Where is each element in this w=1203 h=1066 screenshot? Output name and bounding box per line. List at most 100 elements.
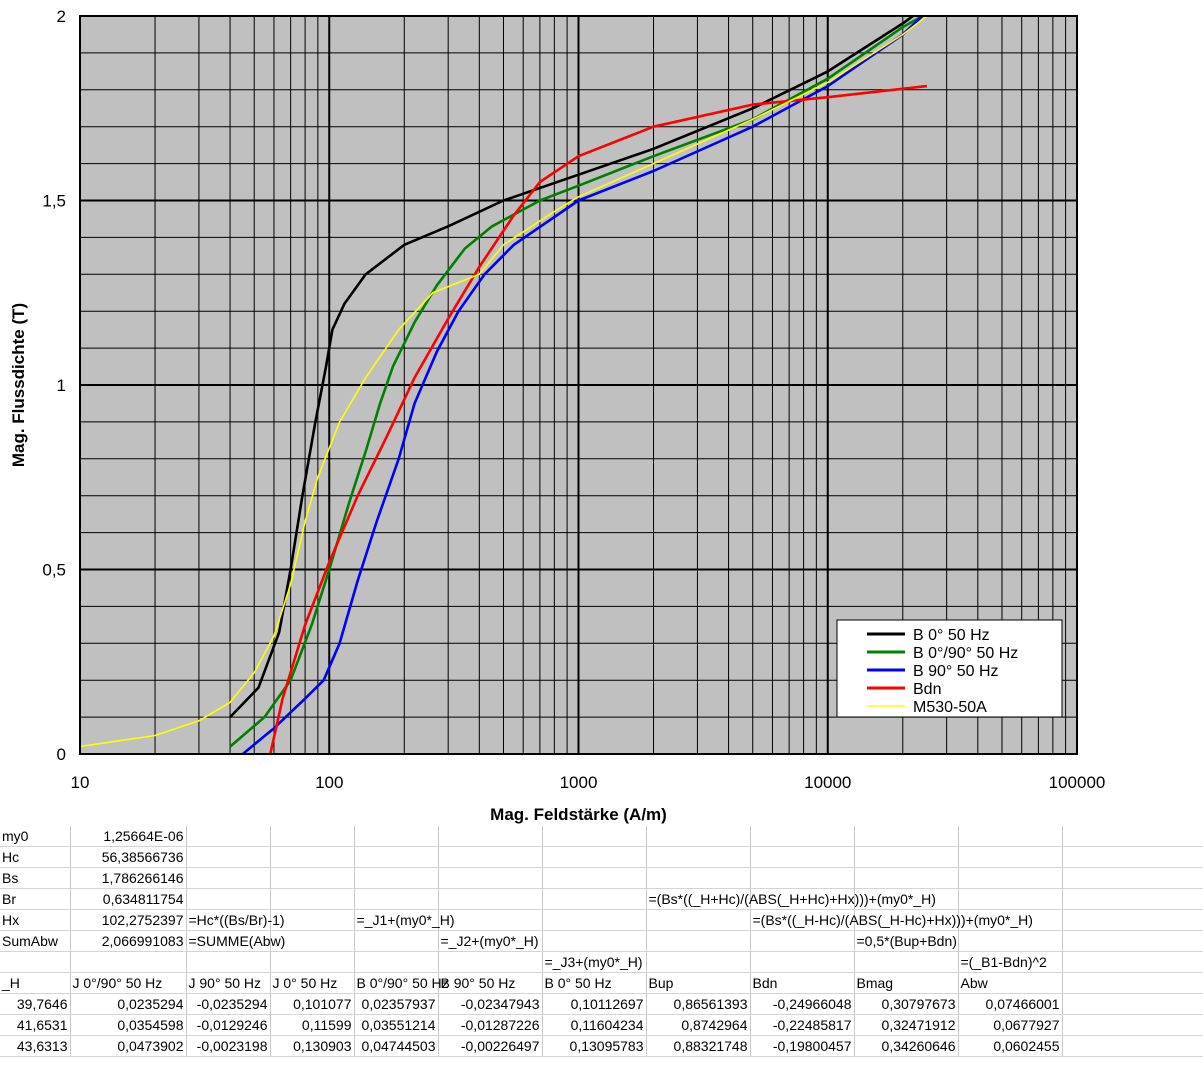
sheet-cell[interactable] <box>0 951 71 973</box>
sheet-cell[interactable] <box>958 826 1063 847</box>
sheet-cell[interactable]: -0,0023198 <box>186 1035 271 1057</box>
sheet-cell[interactable] <box>958 930 1063 952</box>
sheet-cell[interactable] <box>438 867 543 889</box>
sheet-cell[interactable] <box>354 826 439 847</box>
sheet-cell[interactable] <box>646 826 751 847</box>
sheet-cell[interactable]: 0,02357937 <box>354 993 439 1015</box>
sheet-cell[interactable]: Abw <box>958 972 1063 994</box>
sheet-cell[interactable] <box>70 951 187 973</box>
sheet-cell[interactable]: =(_B1-Bdn)^2 <box>958 951 1063 973</box>
sheet-cell[interactable]: 43,6313 <box>0 1035 71 1057</box>
sheet-cell[interactable]: 0,0473902 <box>70 1035 187 1057</box>
sheet-cell[interactable]: -0,24966048 <box>750 993 855 1015</box>
sheet-cell[interactable]: 0,8742964 <box>646 1014 751 1036</box>
sheet-cell[interactable] <box>542 909 647 931</box>
sheet-cell[interactable]: 0,30797673 <box>854 993 959 1015</box>
sheet-cell[interactable]: 39,7646 <box>0 993 71 1015</box>
sheet-cell[interactable] <box>542 888 647 910</box>
sheet-cell[interactable]: B 0° 50 Hz <box>542 972 647 994</box>
sheet-cell[interactable]: my0 <box>0 826 71 847</box>
sheet-cell[interactable]: -0,22485817 <box>750 1014 855 1036</box>
sheet-cell[interactable]: =_J2+(my0*_H) <box>438 930 543 952</box>
sheet-cell[interactable] <box>854 951 959 973</box>
sheet-cell[interactable] <box>542 826 647 847</box>
sheet-cell[interactable] <box>270 867 355 889</box>
sheet-cell[interactable] <box>854 826 959 847</box>
sheet-cell[interactable]: 0,11599 <box>270 1014 355 1036</box>
sheet-cell[interactable]: 0,34260646 <box>854 1035 959 1057</box>
sheet-cell[interactable] <box>354 930 439 952</box>
sheet-cell[interactable] <box>958 909 1063 931</box>
sheet-cell[interactable]: 0,04744503 <box>354 1035 439 1057</box>
sheet-cell[interactable] <box>270 951 355 973</box>
sheet-cell[interactable] <box>438 826 543 847</box>
sheet-cell[interactable] <box>542 867 647 889</box>
sheet-cell[interactable] <box>270 826 355 847</box>
sheet-cell[interactable]: 0,0235294 <box>70 993 187 1015</box>
sheet-cell[interactable] <box>646 867 751 889</box>
sheet-cell[interactable]: J 90° 50 Hz <box>186 972 271 994</box>
sheet-cell[interactable]: _H <box>0 972 71 994</box>
sheet-cell[interactable]: =0,5*(Bup+Bdn) <box>854 930 959 952</box>
sheet-cell[interactable]: 0,101077 <box>270 993 355 1015</box>
sheet-cell[interactable] <box>1062 888 1203 910</box>
sheet-cell[interactable] <box>958 846 1063 868</box>
sheet-cell[interactable] <box>438 846 543 868</box>
sheet-cell[interactable] <box>646 951 751 973</box>
sheet-cell[interactable] <box>1062 1014 1203 1036</box>
sheet-cell[interactable] <box>186 867 271 889</box>
sheet-cell[interactable]: -0,00226497 <box>438 1035 543 1057</box>
sheet-cell[interactable]: 0,10112697 <box>542 993 647 1015</box>
sheet-cell[interactable] <box>750 930 855 952</box>
sheet-cell[interactable] <box>354 846 439 868</box>
sheet-cell[interactable] <box>270 930 355 952</box>
sheet-cell[interactable]: J 0°/90° 50 Hz <box>70 972 187 994</box>
sheet-cell[interactable]: 0,86561393 <box>646 993 751 1015</box>
sheet-cell[interactable]: Bs <box>0 867 71 889</box>
sheet-cell[interactable]: 0,0354598 <box>70 1014 187 1036</box>
sheet-cell[interactable]: B 90° 50 Hz <box>438 972 543 994</box>
sheet-cell[interactable] <box>646 846 751 868</box>
sheet-cell[interactable] <box>438 909 543 931</box>
sheet-cell[interactable] <box>186 846 271 868</box>
sheet-cell[interactable]: 0,32471912 <box>854 1014 959 1036</box>
sheet-cell[interactable] <box>186 888 271 910</box>
sheet-cell[interactable]: 56,38566736 <box>70 846 187 868</box>
sheet-cell[interactable] <box>270 909 355 931</box>
sheet-cell[interactable] <box>854 909 959 931</box>
sheet-cell[interactable] <box>958 888 1063 910</box>
sheet-cell[interactable]: 1,786266146 <box>70 867 187 889</box>
sheet-cell[interactable]: 0,634811754 <box>70 888 187 910</box>
sheet-cell[interactable]: =_J3+(my0*_H) <box>542 951 647 973</box>
sheet-cell[interactable]: =SUMME(Abw) <box>186 930 285 952</box>
sheet-cell[interactable]: Hx <box>0 909 71 931</box>
sheet-cell[interactable]: =_J1+(my0*_H) <box>354 909 455 931</box>
sheet-cell[interactable] <box>1062 993 1203 1015</box>
sheet-cell[interactable]: 0,0602455 <box>958 1035 1063 1057</box>
sheet-cell[interactable]: Bup <box>646 972 751 994</box>
sheet-cell[interactable] <box>750 846 855 868</box>
sheet-cell[interactable] <box>1062 972 1203 994</box>
sheet-cell[interactable]: 0,07466001 <box>958 993 1063 1015</box>
sheet-cell[interactable]: J 0° 50 Hz <box>270 972 355 994</box>
sheet-cell[interactable] <box>1062 930 1203 952</box>
sheet-cell[interactable] <box>542 930 647 952</box>
sheet-cell[interactable] <box>1062 826 1203 847</box>
sheet-cell[interactable]: -0,0129246 <box>186 1014 271 1036</box>
sheet-cell[interactable]: Bdn <box>750 972 855 994</box>
sheet-cell[interactable]: 102,2752397 <box>70 909 187 931</box>
sheet-cell[interactable]: =(Bs*((_H+Hc)/(ABS(_H+Hc)+Hx)))+(my0*_H) <box>646 888 936 910</box>
sheet-cell[interactable] <box>750 867 855 889</box>
sheet-cell[interactable]: =Hc*((Bs/Br)-1) <box>186 909 285 931</box>
sheet-cell[interactable]: Br <box>0 888 71 910</box>
sheet-cell[interactable]: 0,88321748 <box>646 1035 751 1057</box>
sheet-cell[interactable]: B 0°/90° 50 Hz <box>354 972 449 994</box>
sheet-cell[interactable] <box>186 951 271 973</box>
sheet-cell[interactable]: -0,0235294 <box>186 993 271 1015</box>
sheet-cell[interactable] <box>750 888 855 910</box>
sheet-cell[interactable] <box>854 867 959 889</box>
sheet-cell[interactable] <box>1062 867 1203 889</box>
sheet-cell[interactable]: -0,01287226 <box>438 1014 543 1036</box>
sheet-cell[interactable] <box>354 867 439 889</box>
sheet-cell[interactable] <box>354 888 439 910</box>
